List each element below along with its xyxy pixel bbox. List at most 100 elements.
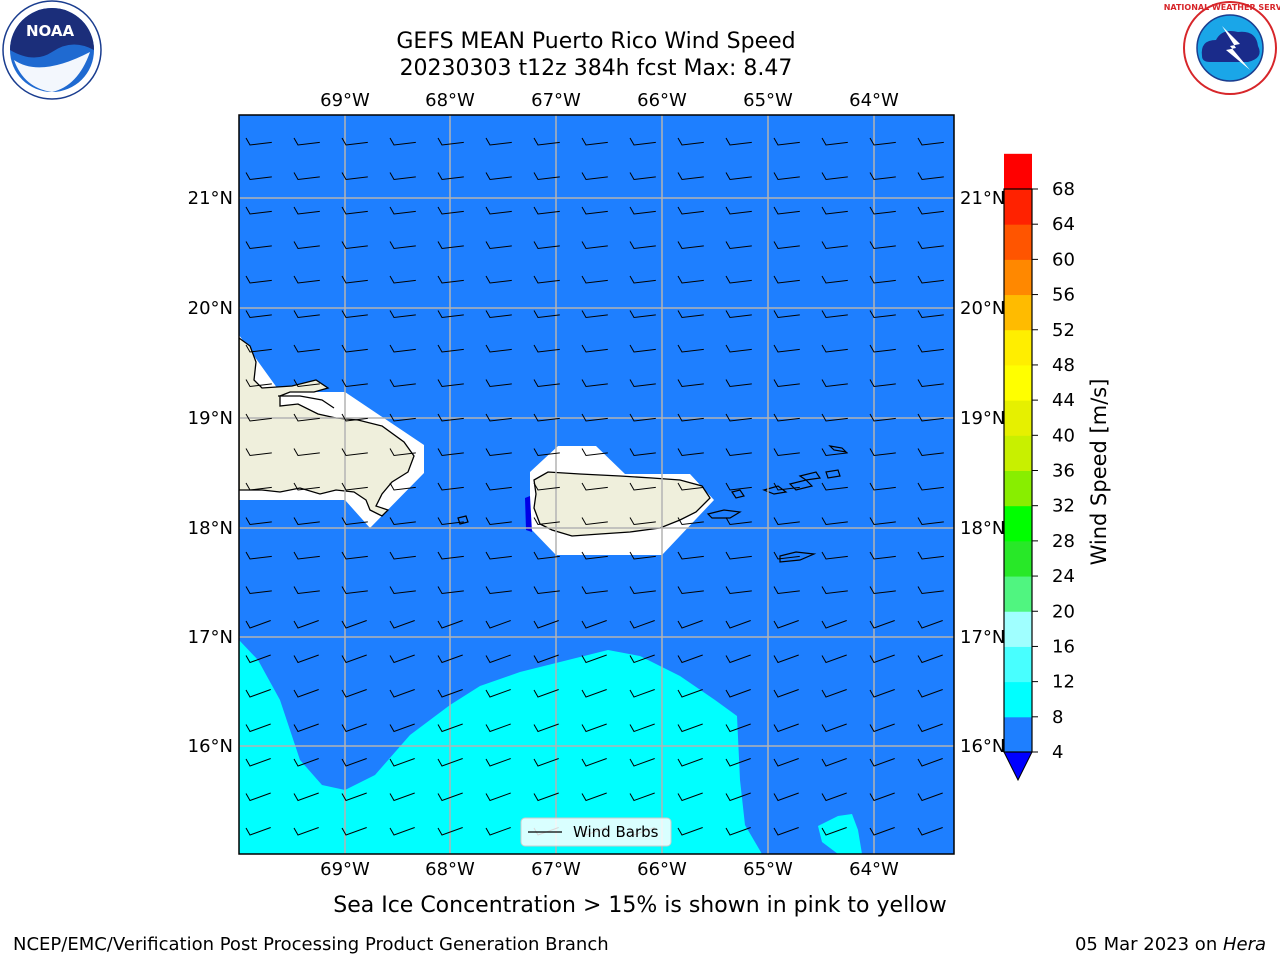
- wind-barb: [485, 620, 511, 629]
- wind-barb: [917, 413, 944, 422]
- lat-label: 16°N: [188, 736, 233, 757]
- wind-barb: [245, 275, 272, 284]
- colorbar-segment: [1004, 153, 1032, 190]
- wind-barb: [725, 689, 751, 698]
- wind-barb: [293, 448, 320, 457]
- wind-barb: [677, 206, 704, 215]
- colorbar-segment: [1004, 189, 1032, 225]
- wind-barb: [917, 586, 944, 595]
- wind-barb: [389, 241, 416, 250]
- wind-barb: [821, 172, 848, 181]
- wind-barb: [245, 206, 272, 215]
- wind-barb: [869, 413, 896, 422]
- wind-barb: [917, 241, 944, 250]
- wind-barb: [245, 379, 272, 388]
- nws-logo-text: NATIONAL WEATHER SERVICE: [1164, 3, 1280, 12]
- footer-date: 05 Mar 2023 on Hera: [1075, 934, 1266, 955]
- wind-barb: [533, 172, 560, 181]
- wind-barb: [341, 620, 367, 629]
- wind-barb: [869, 241, 896, 250]
- wind-barb: [437, 689, 463, 698]
- wind-barb: [485, 551, 512, 560]
- lat-label: 20°N: [188, 298, 233, 319]
- colorbar-segment: [1004, 716, 1032, 753]
- wind-barb: [821, 344, 848, 353]
- wind-barb: [821, 620, 847, 629]
- wind-barb: [293, 689, 319, 698]
- wind-barb: [677, 654, 703, 664]
- lon-label: 66°W: [637, 859, 687, 880]
- wind-barb: [437, 551, 464, 560]
- wind-barb: [533, 344, 560, 353]
- wind-barb: [725, 344, 752, 353]
- wind-barb: [677, 310, 704, 319]
- wind-barb: [821, 827, 847, 836]
- wind-barb: [245, 344, 272, 353]
- wind-below-4-patch: [525, 496, 532, 532]
- wind-barb: [533, 379, 560, 388]
- wind-band-8-12: [239, 640, 762, 854]
- colorbar-segment: [1004, 681, 1032, 718]
- wind-barb: [773, 310, 800, 319]
- wind-barb: [389, 172, 416, 181]
- colorbar-tick-label: 52: [1052, 320, 1075, 341]
- wind-barb: [389, 379, 416, 388]
- colorbar-tick-label: 20: [1052, 601, 1075, 622]
- wind-barb: [341, 482, 368, 491]
- wind-barb: [581, 379, 608, 388]
- wind-barb: [341, 241, 368, 250]
- wind-barb: [677, 689, 703, 698]
- wind-barb: [677, 448, 704, 457]
- wind-barb: [821, 241, 848, 250]
- wind-barb: [293, 344, 320, 353]
- wind-barb: [773, 344, 800, 353]
- wind-barb: [533, 551, 560, 560]
- map-area: [239, 115, 954, 854]
- wind-barb: [389, 310, 416, 319]
- wind-barb: [437, 241, 464, 250]
- wind-barb: [341, 723, 367, 733]
- wind-barb: [341, 344, 368, 353]
- wind-barb: [389, 137, 416, 146]
- wind-barb: [629, 758, 655, 767]
- map-frame: [238, 114, 955, 855]
- wind-barb: [869, 206, 896, 215]
- lat-label: 18°N: [960, 518, 1005, 539]
- wind-barb: [725, 310, 752, 319]
- colorbar-tick-label: 64: [1052, 214, 1075, 235]
- wind-barb: [293, 620, 319, 629]
- wind-barb: [533, 241, 560, 250]
- wind-barb: [869, 758, 895, 767]
- right-lat-labels: 21°N 20°N 19°N 18°N 17°N 16°N: [960, 188, 1005, 757]
- wind-barb: [293, 792, 319, 802]
- wind-barb: [629, 310, 656, 319]
- wind-barb: [725, 482, 752, 491]
- wind-barb: [293, 517, 320, 526]
- wind-barb: [581, 344, 608, 353]
- colorbar-tick-label: 32: [1052, 496, 1075, 517]
- colorbar-segment: [1004, 576, 1032, 612]
- wind-barb: [773, 482, 800, 491]
- colorbar-segment: [1004, 611, 1032, 647]
- wind-barb: [869, 172, 896, 181]
- wind-barb: [869, 482, 896, 491]
- wind-barb: [581, 206, 608, 215]
- wind-barb: [581, 275, 608, 284]
- lon-label: 68°W: [425, 90, 475, 111]
- bottom-lon-labels: 69°W 68°W 67°W 66°W 65°W 64°W: [320, 859, 899, 880]
- wind-barb: [485, 723, 511, 733]
- wind-barb: [437, 344, 464, 353]
- wind-barb: [677, 827, 703, 836]
- wind-barb: [629, 723, 655, 733]
- wind-barb: [389, 758, 415, 767]
- wind-barb: [581, 448, 608, 457]
- wind-barb: [869, 723, 895, 733]
- wind-barb: [437, 758, 463, 767]
- wind-barb: [677, 137, 704, 146]
- wind-barb: [533, 758, 559, 767]
- wind-barb: [773, 723, 799, 733]
- wind-barb: [773, 758, 799, 767]
- wind-barb: [725, 206, 752, 215]
- wind-barb: [293, 723, 319, 733]
- wind-barb: [341, 827, 367, 836]
